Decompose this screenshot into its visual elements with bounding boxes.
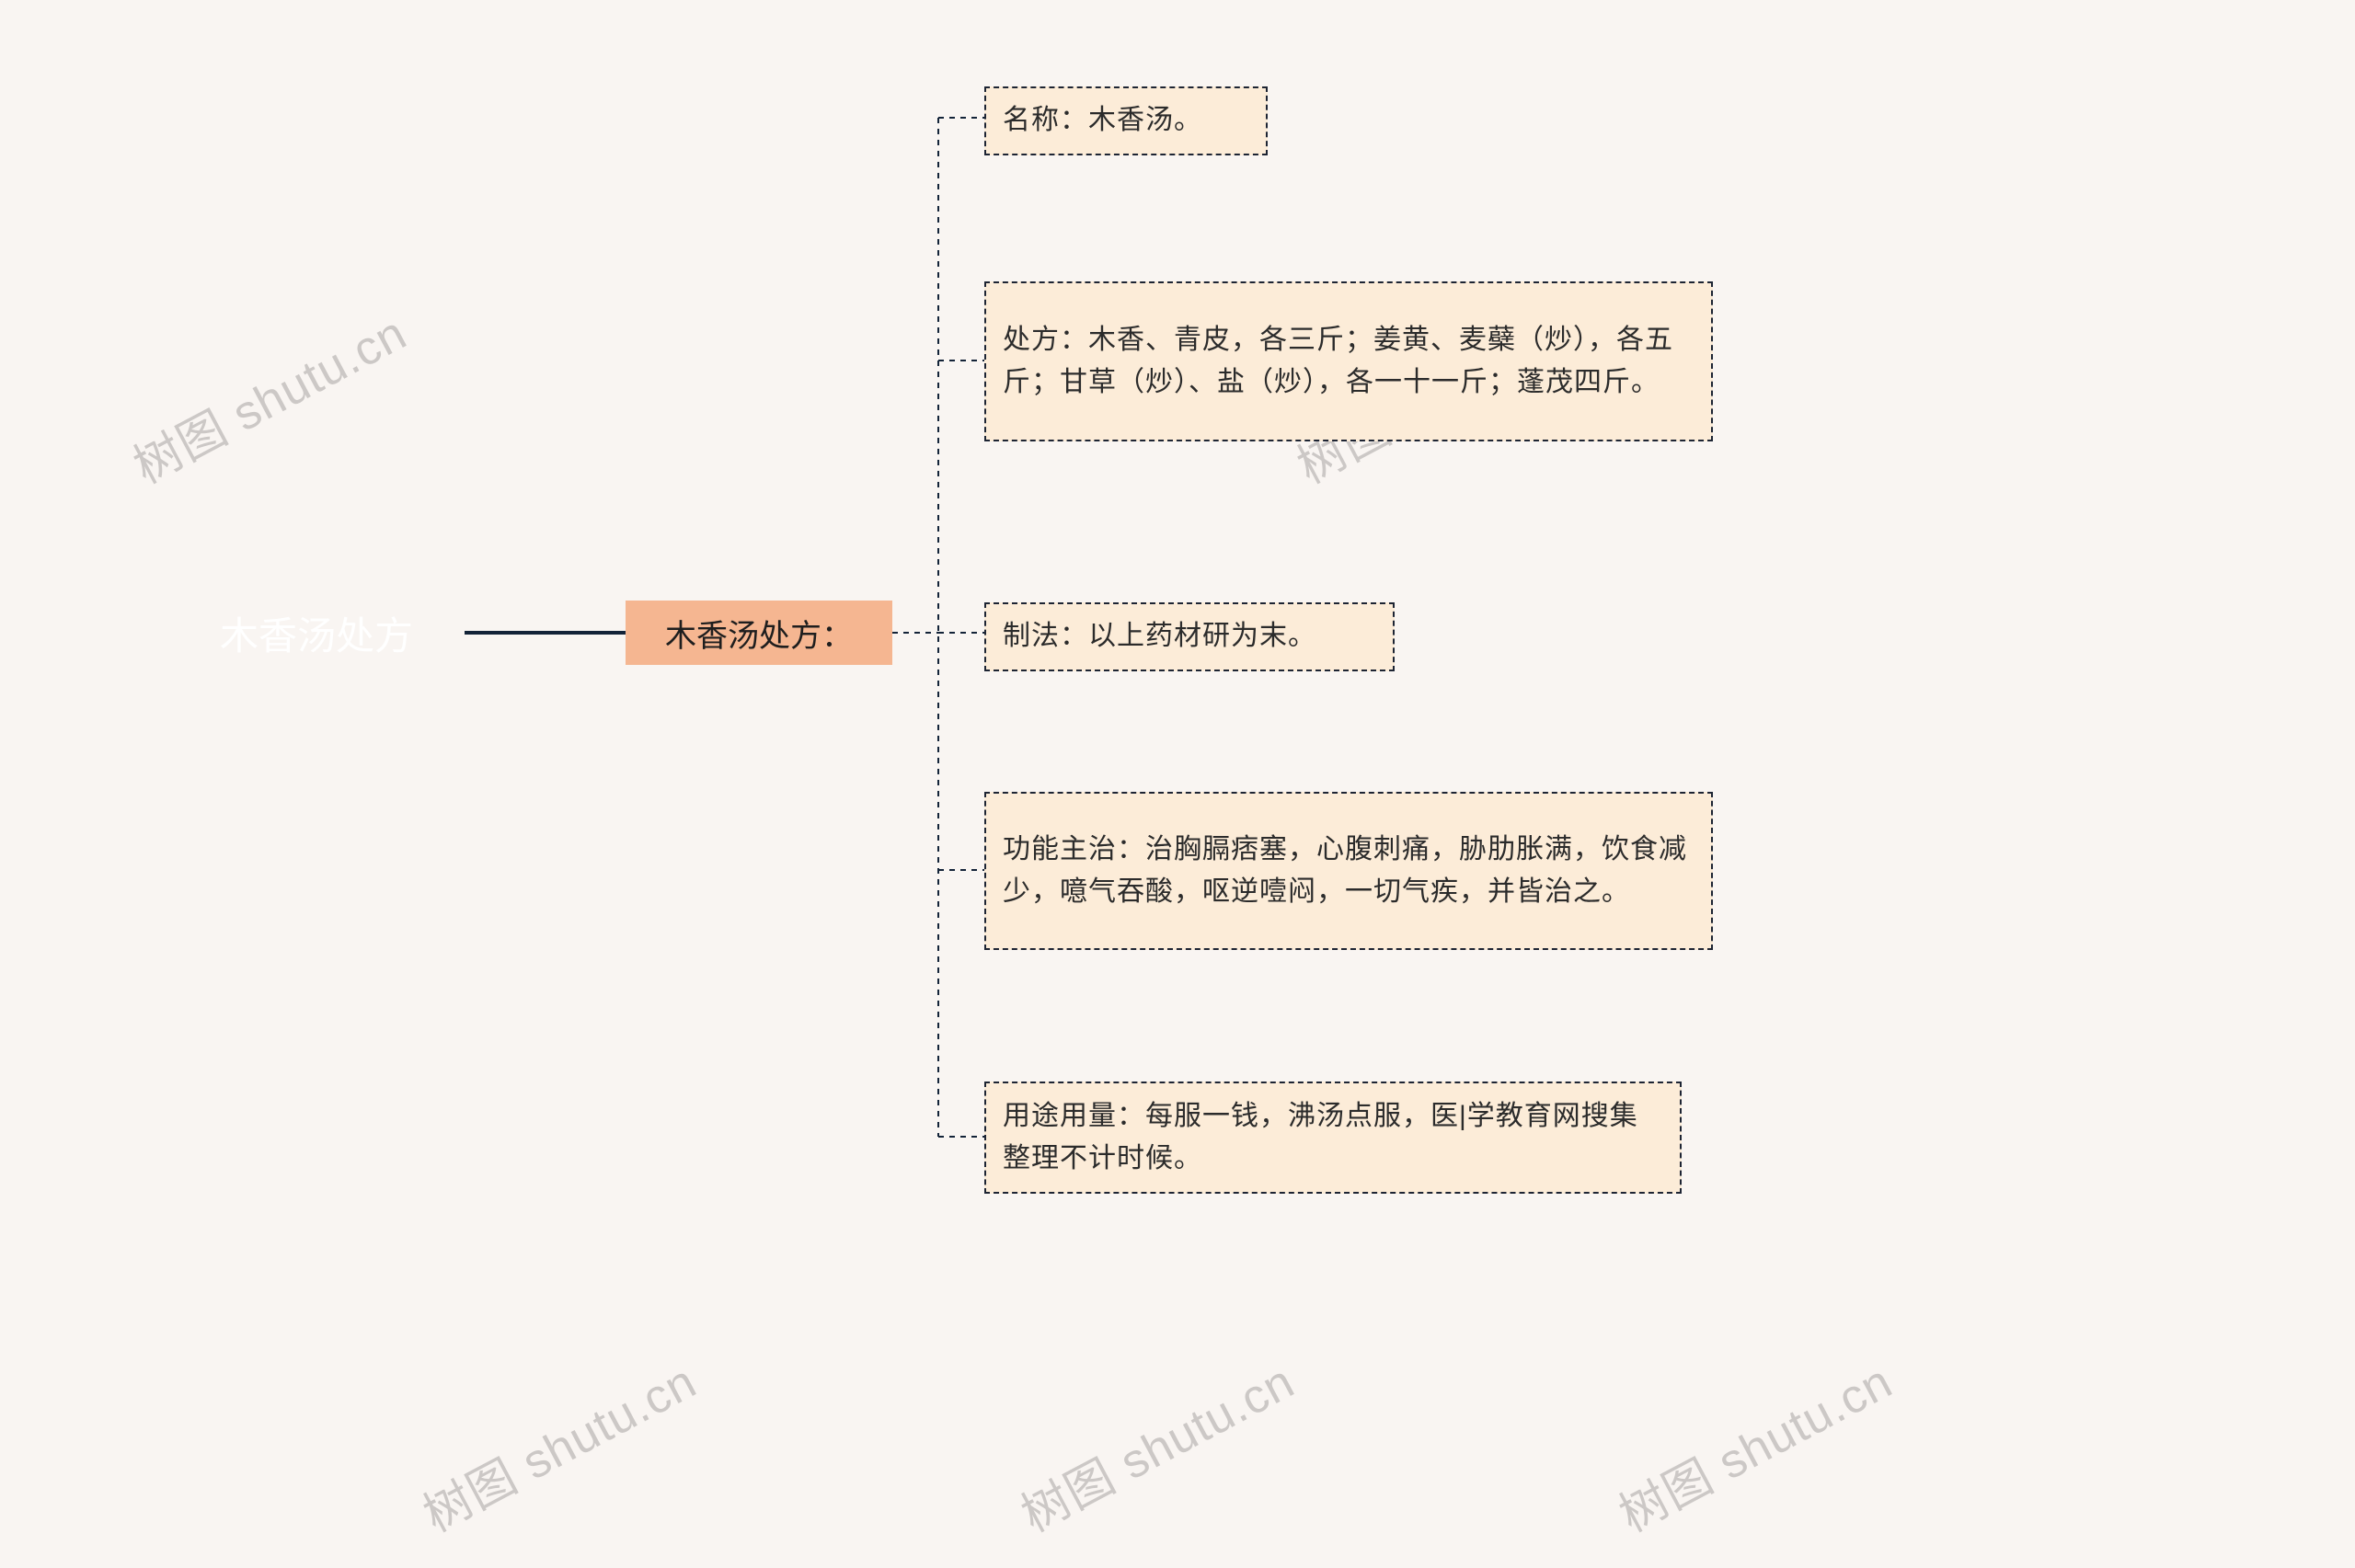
watermark: 树图 shutu.cn [409,1344,706,1545]
connector-bracket [892,109,984,1148]
level2-node[interactable]: 木香汤处方： [626,601,892,665]
leaf-func[interactable]: 功能主治：治胸膈痞塞，心腹刺痛，胁肋胀满，饮食减少，噫气吞酸，呕逆噎闷，一切气疾… [984,792,1713,950]
leaf-rx[interactable]: 处方：木香、青皮，各三斤；姜黄、麦蘗（炒），各五斤；甘草（炒）、盐（炒），各一十… [984,281,1713,441]
leaf-label: 用途用量：每服一钱，沸汤点服，医|学教育网搜集整理不计时候。 [1003,1095,1663,1181]
leaf-label: 功能主治：治胸膈痞塞，心腹刺痛，胁肋胀满，饮食减少，噫气吞酸，呕逆噎闷，一切气疾… [1003,829,1694,914]
leaf-method[interactable]: 制法：以上药材研为末。 [984,602,1395,671]
level2-label: 木香汤处方： [665,611,853,656]
leaf-name[interactable]: 名称：木香汤。 [984,86,1268,155]
leaf-label: 处方：木香、青皮，各三斤；姜黄、麦蘗（炒），各五斤；甘草（炒）、盐（炒），各一十… [1003,319,1694,405]
root-node[interactable]: 木香汤处方 [168,584,465,681]
leaf-label: 制法：以上药材研为末。 [1003,615,1316,658]
connector-root-l2 [465,629,626,636]
leaf-usage[interactable]: 用途用量：每服一钱，沸汤点服，医|学教育网搜集整理不计时候。 [984,1082,1682,1194]
watermark: 树图 shutu.cn [1605,1344,1902,1545]
root-label: 木香汤处方 [220,605,413,661]
leaf-label: 名称：木香汤。 [1003,99,1202,143]
watermark: 树图 shutu.cn [1007,1344,1304,1545]
mindmap-canvas: 树图 shutu.cn 树图 shutu.cn 树图 shutu.cn 树图 s… [0,0,2355,1568]
watermark: 树图 shutu.cn [120,295,417,497]
